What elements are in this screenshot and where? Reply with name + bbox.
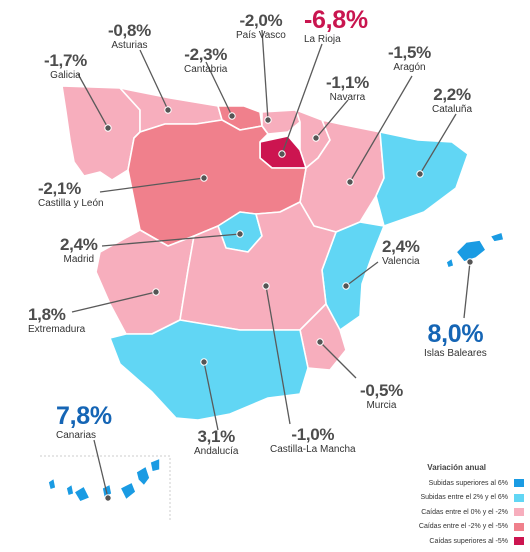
- label-andalucia: 3,1% Andalucía: [194, 428, 238, 457]
- value-navarra: -1,1%: [326, 73, 369, 92]
- legend-item: Caídas entre el 0% y el -2%: [364, 505, 524, 520]
- label-castilla-leon: -2,1% Castilla y León: [38, 180, 104, 209]
- value-castilla-leon: -2,1%: [38, 179, 81, 198]
- label-madrid: 2,4% Madrid: [60, 236, 98, 265]
- legend-label: Caídas superiores al -5%: [429, 537, 508, 545]
- name-castilla-leon: Castilla y León: [38, 198, 104, 209]
- region-canarias[interactable]: [47, 457, 161, 503]
- name-madrid: Madrid: [63, 254, 95, 265]
- name-cataluna: Cataluña: [432, 104, 473, 115]
- value-valencia: 2,4%: [382, 237, 420, 256]
- legend-swatch: [514, 522, 524, 531]
- legend-item: Subidas superiores al 6%: [364, 476, 524, 491]
- label-asturias: -0,8% Asturias: [108, 22, 151, 51]
- legend-swatch: [514, 479, 524, 488]
- legend-item: Subidas entre el 2% y el 6%: [364, 491, 524, 506]
- name-navarra: Navarra: [329, 92, 366, 103]
- region-baleares[interactable]: [445, 231, 505, 269]
- region-markers: [104, 106, 474, 502]
- label-canarias: 7,8% Canarias: [56, 404, 112, 441]
- label-cataluna: 2,2% Cataluña: [432, 86, 472, 115]
- name-pais-vasco: País Vasco: [236, 30, 286, 41]
- name-extremadura: Extremadura: [28, 324, 86, 335]
- value-murcia: -0,5%: [360, 381, 403, 400]
- value-madrid: 2,4%: [60, 235, 98, 254]
- legend: Variación anual Subidas superiores al 6%…: [364, 463, 524, 549]
- value-andalucia: 3,1%: [197, 427, 236, 446]
- name-cantabria: Cantabria: [184, 64, 228, 75]
- name-andalucia: Andalucía: [194, 446, 239, 457]
- label-valencia: 2,4% Valencia: [382, 238, 420, 267]
- legend-swatch: [514, 508, 524, 517]
- name-la-rioja: La Rioja: [304, 34, 341, 45]
- label-navarra: -1,1% Navarra: [326, 74, 369, 103]
- value-baleares: 8,0%: [427, 320, 484, 348]
- label-pais-vasco: -2,0% País Vasco: [236, 12, 286, 41]
- value-asturias: -0,8%: [108, 21, 151, 40]
- legend-item: Caídas superiores al -5%: [364, 534, 524, 549]
- region-cataluna[interactable]: [375, 131, 469, 227]
- label-baleares: 8,0% Islas Baleares: [424, 322, 487, 359]
- value-cataluna: 2,2%: [433, 85, 471, 104]
- legend-swatch: [514, 493, 524, 502]
- value-extremadura: 1,8%: [28, 305, 66, 324]
- name-castilla-la-mancha: Castilla-La Mancha: [270, 444, 356, 455]
- legend-label: Subidas superiores al 6%: [428, 479, 508, 487]
- legend-swatch: [514, 537, 524, 546]
- name-valencia: Valencia: [382, 256, 420, 267]
- region-andalucia[interactable]: [109, 319, 309, 421]
- legend-label: Caídas entre el 0% y el -2%: [421, 508, 508, 516]
- value-castilla-la-mancha: -1,0%: [291, 425, 335, 444]
- name-baleares: Islas Baleares: [424, 348, 487, 359]
- label-castilla-la-mancha: -1,0% Castilla-La Mancha: [270, 426, 356, 455]
- name-galicia: Galicia: [50, 70, 81, 81]
- name-asturias: Asturias: [111, 40, 148, 51]
- value-galicia: -1,7%: [44, 51, 87, 70]
- label-murcia: -0,5% Murcia: [360, 382, 403, 411]
- legend-label: Caídas entre el -2% y el -5%: [418, 523, 508, 531]
- label-aragon: -1,5% Aragón: [388, 44, 431, 73]
- name-aragon: Aragón: [393, 62, 426, 73]
- value-la-rioja: -6,8%: [304, 6, 368, 34]
- legend-label: Subidas entre el 2% y el 6%: [420, 494, 508, 502]
- legend-title: Variación anual: [427, 463, 486, 472]
- value-pais-vasco: -2,0%: [239, 11, 283, 30]
- label-la-rioja: -6,8% La Rioja: [304, 8, 368, 45]
- value-canarias: 7,8%: [56, 402, 112, 430]
- name-murcia: Murcia: [366, 400, 397, 411]
- value-aragon: -1,5%: [388, 43, 431, 62]
- value-cantabria: -2,3%: [184, 45, 228, 64]
- name-canarias: Canarias: [56, 430, 97, 441]
- label-extremadura: 1,8% Extremadura: [28, 306, 85, 335]
- legend-item: Caídas entre el -2% y el -5%: [364, 520, 524, 535]
- leader-lines: [71, 29, 471, 499]
- label-cantabria: -2,3% Cantabria: [184, 46, 227, 75]
- label-galicia: -1,7% Galicia: [44, 52, 87, 81]
